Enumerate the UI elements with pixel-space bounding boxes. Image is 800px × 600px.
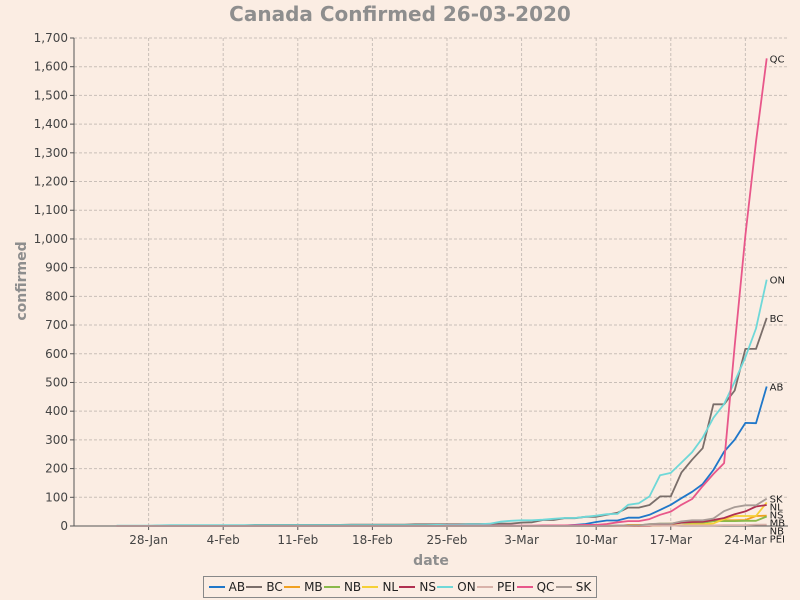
legend-label: ON [457, 580, 476, 594]
y-tick-label: 1,600 [34, 60, 68, 74]
end-label-bc: BC [770, 314, 784, 325]
legend-swatch [323, 586, 340, 588]
y-axis-title: confirmed [14, 241, 30, 320]
x-tick-label: 10-Mar [575, 533, 617, 547]
x-tick-label: 24-Mar [724, 533, 766, 547]
end-label-on: ON [770, 276, 785, 287]
series-line-sk [116, 497, 768, 527]
y-tick-label: 200 [45, 462, 68, 476]
legend-item-pei: PEI [476, 580, 516, 594]
legend-label: NS [419, 580, 436, 594]
legend-swatch [555, 586, 572, 588]
legend-swatch [476, 586, 493, 588]
legend-swatch [208, 586, 225, 588]
y-tick-label: 1,000 [34, 232, 68, 246]
y-tick-label: 700 [45, 318, 68, 332]
legend-label: AB [228, 580, 246, 594]
series-line-bc [116, 317, 768, 527]
y-tick-label: 0 [60, 519, 68, 533]
legend-label: MB [304, 580, 323, 594]
series-lines [116, 58, 768, 527]
x-tick-label: 25-Feb [427, 533, 468, 547]
x-axis-title: date [413, 553, 449, 569]
end-label-qc: QC [770, 54, 785, 65]
end-label-mb: MB [770, 519, 786, 530]
legend-item-ns: NS [399, 580, 436, 594]
legend-label: PEI [496, 580, 516, 594]
series-line-qc [116, 58, 768, 527]
legend-swatch [437, 586, 454, 588]
end-label-nb: NB [770, 527, 784, 538]
y-tick-label: 500 [45, 375, 68, 389]
grid [74, 37, 788, 527]
y-tick-label: 300 [45, 433, 68, 447]
legend-item-ab: AB [208, 580, 246, 594]
end-label-sk: SK [770, 495, 783, 506]
legend-item-on: ON [437, 580, 476, 594]
y-tick-label: 1,700 [34, 31, 68, 45]
y-tick-label: 1,200 [34, 175, 68, 189]
legend-item-qc: QC [516, 580, 555, 594]
end-label-pei: PEI [770, 535, 785, 546]
y-tick-label: 900 [45, 261, 68, 275]
legend-label: SK [575, 580, 592, 594]
legend-label: NB [343, 580, 362, 594]
end-label-ns: NS [770, 511, 784, 522]
legend-item-bc: BC [246, 580, 283, 594]
legend-item-mb: MB [284, 580, 323, 594]
x-tick-label: 17-Mar [650, 533, 692, 547]
legend-swatch [362, 586, 379, 588]
legend-swatch [284, 586, 301, 588]
x-tick-label: 3-Mar [504, 533, 539, 547]
x-tick-label: 4-Feb [207, 533, 240, 547]
y-tick-label: 400 [45, 404, 68, 418]
legend-label: QC [536, 580, 555, 594]
series-line-on [116, 279, 768, 527]
y-tick-label: 800 [45, 289, 68, 303]
y-tick-label: 1,300 [34, 146, 68, 160]
y-tick-label: 600 [45, 347, 68, 361]
chart-title: Canada Confirmed 26-03-2020 [229, 2, 571, 26]
x-tick-label: 18-Feb [352, 533, 393, 547]
end-label-nl: NL [770, 503, 783, 514]
legend-item-sk: SK [555, 580, 592, 594]
end-label-ab: AB [770, 382, 784, 393]
y-tick-label: 100 [45, 490, 68, 504]
legend-swatch [246, 586, 263, 588]
legend-swatch [516, 586, 533, 588]
y-tick-label: 1,100 [34, 203, 68, 217]
legend: AB BC MB NB NL NS ON PEI QC SK [203, 576, 597, 598]
series-line-ab [116, 386, 768, 527]
y-tick-label: 1,500 [34, 88, 68, 102]
x-tick-label: 11-Feb [277, 533, 318, 547]
legend-item-nl: NL [362, 580, 398, 594]
legend-label: NL [382, 580, 399, 594]
legend-swatch [399, 586, 416, 588]
y-tick-label: 1,400 [34, 117, 68, 131]
legend-item-nb: NB [323, 580, 362, 594]
legend-label: BC [266, 580, 283, 594]
x-tick-label: 28-Jan [129, 533, 168, 547]
